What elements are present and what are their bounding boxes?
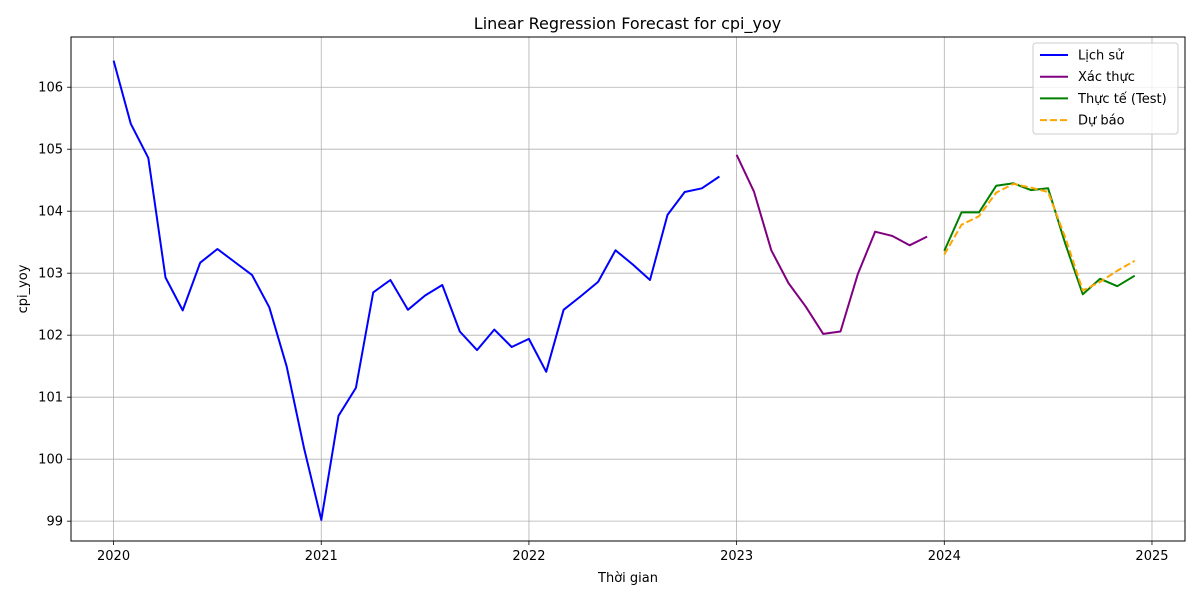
- y-tick-label: 103: [38, 267, 63, 282]
- legend-box: [1032, 42, 1179, 135]
- series-line-0: [112, 60, 720, 521]
- legend-label-0: Lịch sử: [1078, 49, 1124, 64]
- chart-title: Linear Regression Forecast for cpi_yoy: [474, 14, 781, 34]
- series-line-3: [943, 182, 1136, 292]
- x-tick-label: 2025: [1135, 549, 1168, 564]
- y-tick-label: 102: [38, 329, 63, 344]
- x-axis-label: Thời gian: [597, 571, 658, 586]
- y-tick-label: 106: [38, 81, 63, 96]
- legend: Lịch sử Xác thực Thực tế (Test) Dự báo: [1032, 42, 1179, 135]
- x-tick-label: 2022: [512, 549, 545, 564]
- legend-label-2: Thực tế (Test): [1077, 92, 1167, 107]
- x-tick-label: 2020: [97, 549, 130, 564]
- y-tick-label: 100: [38, 453, 63, 468]
- y-tick-label: 104: [38, 205, 63, 220]
- x-tick-label: 2021: [305, 549, 338, 564]
- x-axis-ticks: 2020 2021 2022 2023 2024 2025: [97, 541, 1169, 564]
- legend-label-1: Xác thực: [1078, 70, 1135, 85]
- y-tick-label: 99: [46, 515, 63, 530]
- y-axis-ticks: 99 100 101 102 103 104 105 106: [38, 81, 71, 530]
- plot-frame: [70, 36, 1186, 542]
- legend-label-3: Dự báo: [1078, 114, 1125, 129]
- x-tick-label: 2024: [928, 549, 961, 564]
- y-tick-label: 105: [38, 143, 63, 158]
- y-axis-label: cpi_yoy: [16, 264, 31, 313]
- series-lines: [112, 60, 1136, 521]
- y-tick-label: 101: [38, 391, 63, 406]
- x-tick-label: 2023: [720, 549, 753, 564]
- series-line-1: [735, 154, 928, 335]
